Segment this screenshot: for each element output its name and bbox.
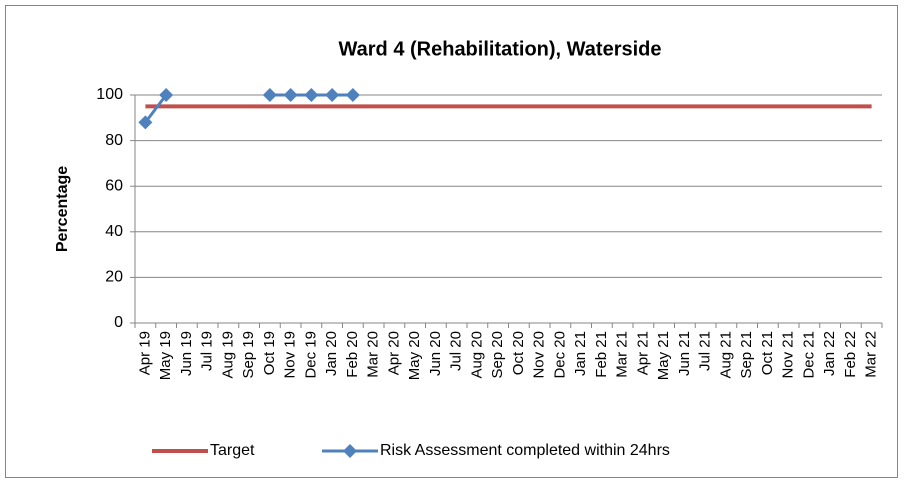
y-axis-label: Percentage: [54, 166, 71, 252]
x-tick-label: Sep 20: [489, 331, 506, 379]
point-marker: [345, 88, 360, 102]
y-tick-label: 80: [105, 132, 123, 149]
x-tick-label: Sep 19: [240, 331, 257, 379]
legend-label: Target: [210, 442, 255, 459]
x-tick-label: May 19: [157, 331, 174, 380]
x-tick-label: Apr 20: [385, 331, 402, 375]
y-tick-label: 20: [105, 269, 123, 286]
x-tick-label: Jul 20: [448, 331, 465, 371]
x-tick-label: Nov 19: [282, 331, 299, 379]
x-tick-label: Jul 19: [199, 331, 216, 371]
x-tick-label: Oct 20: [510, 331, 527, 375]
legend-label: Risk Assessment completed within 24hrs: [380, 442, 670, 459]
point-marker: [159, 88, 174, 102]
x-tick-label: Jun 20: [427, 331, 444, 376]
x-tick-label: Jan 22: [821, 331, 838, 376]
legend-marker: [343, 444, 357, 458]
x-tick-label: Oct 21: [759, 331, 776, 375]
y-tick-label: 0: [114, 314, 123, 331]
x-tick-label: Jun 19: [178, 331, 195, 376]
x-tick-label: Feb 21: [593, 331, 610, 378]
x-tick-label: Jan 20: [323, 331, 340, 376]
x-tick-label: Oct 19: [261, 331, 278, 375]
x-tick-label: Apr 21: [634, 331, 651, 375]
x-tick-label: Aug 20: [468, 331, 485, 379]
y-tick-label: 100: [96, 86, 123, 103]
x-tick-label: Mar 21: [614, 331, 631, 378]
x-tick-label: Mar 22: [863, 331, 880, 378]
x-tick-label: Sep 21: [738, 331, 755, 379]
x-tick-label: Jan 21: [572, 331, 589, 376]
x-tick-label: Apr 19: [136, 331, 153, 375]
x-tick-label: May 20: [406, 331, 423, 380]
chart-border: [5, 5, 898, 478]
x-tick-label: Dec 20: [551, 331, 568, 379]
x-tick-label: Feb 22: [842, 331, 859, 378]
x-tick-label: Feb 20: [344, 331, 361, 378]
x-tick-label: Aug 21: [717, 331, 734, 379]
x-tick-label: Nov 20: [531, 331, 548, 379]
x-tick-label: Mar 20: [365, 331, 382, 378]
point-marker: [304, 88, 319, 102]
point-marker: [138, 115, 153, 130]
y-tick-label: 40: [105, 223, 123, 240]
x-tick-label: Dec 19: [302, 331, 319, 379]
point-marker: [262, 88, 277, 102]
x-tick-label: Jul 21: [697, 331, 714, 371]
point-marker: [325, 88, 340, 102]
x-tick-label: Dec 21: [800, 331, 817, 379]
x-tick-label: Aug 19: [219, 331, 236, 379]
x-tick-label: May 21: [655, 331, 672, 380]
point-marker: [283, 88, 298, 102]
chart-title: Ward 4 (Rehabilitation), Waterside: [339, 38, 662, 60]
x-tick-label: Jun 21: [676, 331, 693, 376]
x-tick-label: Nov 21: [780, 331, 797, 379]
y-tick-label: 60: [105, 177, 123, 194]
